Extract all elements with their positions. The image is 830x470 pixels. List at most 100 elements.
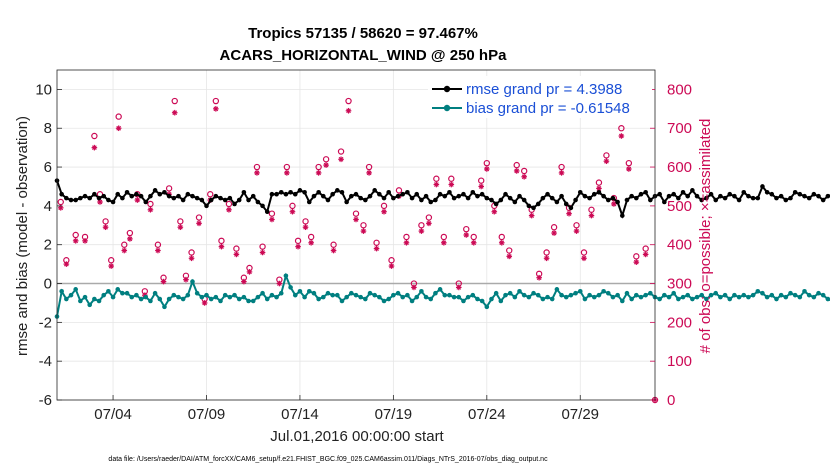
bias-point — [806, 292, 812, 298]
rmse-point — [680, 189, 686, 195]
y-axis-right-label: # of obs: o=possible; ×=assimilated — [697, 119, 714, 354]
rmse-point — [194, 195, 200, 201]
rmse-point — [479, 191, 485, 197]
obs-possible-point — [558, 163, 565, 171]
obs-assimilated-point — [366, 170, 372, 176]
rmse-point — [718, 193, 723, 199]
rmse-point — [732, 193, 737, 199]
rmse-point — [512, 199, 518, 205]
obs-assimilated-point — [470, 239, 477, 246]
bias-point — [666, 294, 672, 300]
obs-assimilated-point — [513, 168, 520, 174]
obs-assimilated-point — [63, 261, 70, 267]
legend-rmse-marker — [443, 85, 451, 93]
rmse-point — [171, 195, 177, 201]
rmse-point — [180, 197, 186, 203]
bias-point — [199, 294, 205, 300]
rmse-point — [264, 209, 270, 215]
bias-point — [662, 292, 667, 298]
rmse-point — [638, 191, 644, 197]
bias-point — [241, 294, 247, 300]
obs-possible-point — [207, 191, 214, 198]
rmse-point — [461, 191, 466, 197]
x-tick-label: 07/29 — [561, 406, 599, 423]
obs-assimilated-point — [72, 238, 79, 244]
obs-assimilated-point — [433, 181, 440, 188]
rmse-point — [325, 197, 331, 203]
bias-point — [680, 294, 686, 300]
obs-possible-point — [121, 241, 128, 248]
y-right-tick-label: 700 — [667, 120, 692, 137]
obs-possible-point — [448, 175, 455, 182]
obs-possible-point — [595, 179, 603, 186]
bias-point — [134, 292, 139, 298]
obs-possible-point — [603, 152, 610, 159]
obs-possible-point — [188, 249, 195, 256]
rmse-point — [825, 193, 830, 199]
obs-assimilated-point — [226, 206, 232, 213]
rmse-point — [605, 197, 611, 203]
bias-point — [148, 298, 153, 304]
rmse-point — [634, 195, 639, 201]
bias-point — [451, 294, 457, 300]
bias-point — [535, 292, 541, 298]
obs-possible-point — [302, 218, 309, 225]
obs-possible-point — [126, 229, 134, 237]
bias-point — [591, 294, 597, 300]
obs-assimilated-point — [57, 205, 64, 211]
rmse-point — [601, 193, 606, 199]
rmse-point — [222, 197, 228, 203]
chart-title-line2: ACARS_HORIZONTAL_WIND @ 250 hPa — [220, 47, 508, 64]
bias-point — [479, 298, 485, 304]
bias-point — [255, 294, 261, 300]
bias-point — [755, 288, 761, 294]
rmse-point — [610, 195, 616, 201]
bias-point — [129, 294, 135, 300]
bias-point — [746, 294, 751, 300]
legend-bias-marker — [443, 104, 451, 112]
bias-point — [400, 294, 406, 300]
rmse-point — [106, 197, 111, 203]
rmse-point — [577, 189, 583, 195]
bias-point — [736, 294, 742, 300]
obs-assimilated-point — [121, 247, 128, 254]
rmse-point — [568, 205, 574, 211]
rmse-point — [353, 191, 359, 197]
obs-assimilated-point — [611, 201, 617, 207]
rmse-point — [820, 197, 826, 203]
x-tick-label: 07/19 — [375, 406, 413, 423]
bias-point — [110, 294, 116, 300]
rmse-point — [349, 193, 354, 199]
bias-point — [306, 288, 312, 294]
obs-assimilated-point — [603, 158, 610, 165]
obs-possible-point — [165, 185, 173, 192]
rmse-point — [666, 193, 672, 199]
rmse-point — [587, 195, 592, 201]
bias-point — [274, 294, 279, 300]
y-right-tick-label: 500 — [667, 198, 692, 215]
obs-assimilated-point — [581, 255, 587, 262]
bias-point — [320, 294, 326, 300]
obs-possible-point — [625, 159, 633, 167]
obs-possible-point — [289, 202, 296, 210]
x-tick-label: 07/04 — [94, 406, 132, 423]
rmse-point — [503, 191, 508, 197]
bias-point — [377, 294, 382, 300]
rmse-point — [87, 195, 93, 201]
bias-point — [643, 292, 648, 298]
obs-possible-point — [283, 163, 291, 171]
rmse-point — [549, 195, 555, 201]
rmse-point — [386, 189, 392, 195]
bias-point — [825, 296, 830, 302]
obs-possible-point — [253, 163, 261, 171]
obs-assimilated-point — [411, 284, 417, 291]
y-axis-left-label: rmse and bias (model - observation) — [14, 116, 31, 356]
bias-point — [278, 290, 284, 296]
rmse-point — [227, 195, 233, 201]
bias-point — [344, 294, 349, 300]
bias-point — [475, 296, 480, 302]
bias-point — [311, 290, 317, 296]
bias-point — [820, 292, 826, 298]
y-right-tick-label: 800 — [667, 81, 692, 98]
bias-point — [171, 292, 177, 298]
